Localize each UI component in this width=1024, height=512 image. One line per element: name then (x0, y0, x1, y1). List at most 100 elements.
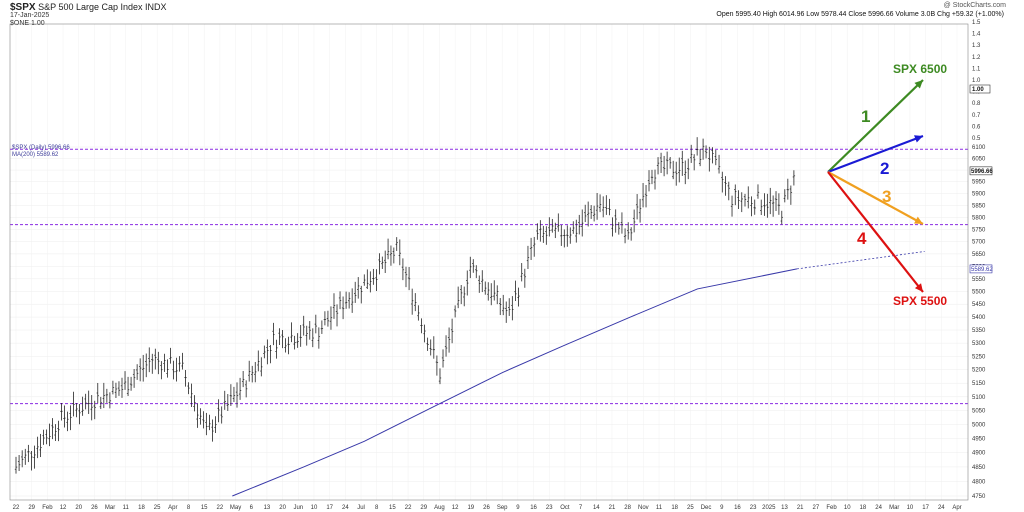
path-2-arrow-head (914, 135, 923, 143)
price-tick-label: 5250 (972, 354, 986, 360)
price-tick-label: 4800 (972, 479, 986, 485)
x-tick-label: Jun (293, 505, 303, 511)
price-tick-label: 5950 (972, 180, 986, 186)
path-4-arrow (827, 171, 924, 293)
x-tick-label: Mar (105, 505, 115, 511)
price-tick-label: 5400 (972, 315, 986, 321)
x-tick-label: Oct (560, 505, 570, 511)
price-legend: $SPX (Daily) 5996.66 (12, 145, 70, 151)
ma200-line (232, 268, 798, 497)
x-tick-label: Jul (357, 505, 365, 511)
x-tick-label: Apr (952, 505, 961, 511)
x-tick-label: 12 (452, 505, 459, 511)
x-tick-label: 18 (138, 505, 145, 511)
x-tick-label: 25 (687, 505, 694, 511)
price-tick-label: 6100 (972, 145, 986, 151)
x-tick-label: Dec (701, 505, 712, 511)
x-tick-label: 20 (75, 505, 82, 511)
x-tick-label: 19 (467, 505, 474, 511)
one-tick-label: 0.5 (972, 136, 981, 142)
x-tick-label: Aug (434, 505, 445, 511)
x-tick-label: 13 (264, 505, 271, 511)
x-tick-label: 8 (375, 505, 379, 511)
x-tick-label: 18 (860, 505, 867, 511)
x-tick-label: 10 (311, 505, 318, 511)
path-1-arrow-head (914, 80, 923, 89)
price-tick-label: 5700 (972, 240, 986, 246)
one-legend: $ONE 1.00 (10, 20, 45, 27)
last-price-box (969, 166, 993, 176)
x-tick-label: 23 (750, 505, 757, 511)
x-tick-label: 17 (326, 505, 333, 511)
price-tick-label: 4750 (972, 494, 986, 500)
x-tick-label: 21 (609, 505, 616, 511)
x-tick-label: 12 (60, 505, 67, 511)
one-tick-label: 0.8 (972, 101, 981, 107)
price-tick-label: 5850 (972, 203, 986, 209)
x-tick-label: 20 (279, 505, 286, 511)
one-tick-label: 1.2 (972, 55, 981, 61)
price-tick-label: 5350 (972, 328, 986, 334)
price-tick-label: 5100 (972, 395, 986, 401)
x-tick-label: 24 (938, 505, 945, 511)
ma200-extension (796, 251, 925, 270)
path-label-1: 1 (861, 107, 870, 126)
symbol: $SPX (10, 2, 36, 13)
path-4-arrow-head (914, 283, 923, 292)
x-tick-label: Feb (42, 505, 53, 511)
one-tick-label: 0.7 (972, 113, 981, 119)
last-price-label: 5996.66 (971, 169, 993, 175)
exchange: INDX (145, 2, 167, 12)
x-tick-label: Feb (826, 505, 837, 511)
x-tick-label: 24 (875, 505, 882, 511)
one-value-box (969, 84, 991, 94)
x-tick-label: 15 (201, 505, 208, 511)
x-tick-label: Apr (168, 505, 177, 511)
x-tick-label: 9 (516, 505, 520, 511)
x-tick-label: Nov (638, 505, 649, 511)
price-tick-label: 5750 (972, 227, 986, 233)
x-tick-label: Mar (889, 505, 899, 511)
ma-value-label: 5589.62 (971, 267, 993, 273)
price-tick-label: 5300 (972, 341, 986, 347)
ma-legend: MA(200) 5589.62 (12, 152, 59, 158)
price-tick-label: 5650 (972, 252, 986, 258)
path-1-arrow (827, 79, 924, 173)
x-tick-label: 13 (781, 505, 788, 511)
x-tick-label: May (230, 505, 241, 511)
x-tick-label: 6 (250, 505, 254, 511)
x-tick-label: 14 (593, 505, 600, 511)
x-tick-label: 25 (154, 505, 161, 511)
path-2-arrow (827, 134, 924, 174)
one-tick-label: 1.1 (972, 66, 981, 72)
one-tick-label: 1.4 (972, 32, 981, 38)
x-tick-label: 26 (91, 505, 98, 511)
x-tick-label: 18 (671, 505, 678, 511)
x-tick-label: 26 (483, 505, 490, 511)
price-tick-label: 6050 (972, 156, 986, 162)
price-tick-label: 5500 (972, 289, 986, 295)
path-label-4: 4 (857, 229, 867, 248)
x-tick-label: 15 (389, 505, 396, 511)
x-tick-label: 11 (656, 505, 663, 511)
x-tick-label: 23 (546, 505, 553, 511)
path-label-2: 2 (880, 159, 889, 178)
x-tick-label: 2025 (762, 505, 776, 511)
ma-value-box (969, 264, 993, 274)
x-tick-label: 8 (187, 505, 191, 511)
x-tick-label: 7 (579, 505, 583, 511)
index-name: S&P 500 Large Cap Index (38, 2, 143, 12)
chart-date: 17-Jan-2025 (10, 12, 50, 19)
x-tick-label: 29 (28, 505, 35, 511)
target-low-label: SPX 5500 (893, 294, 947, 308)
target-high-label: SPX 6500 (893, 62, 947, 76)
price-tick-label: 4850 (972, 465, 986, 471)
price-tick-label: 4950 (972, 436, 986, 442)
x-tick-label: 28 (624, 505, 631, 511)
x-tick-label: 27 (813, 505, 820, 511)
one-tick-label: 1.0 (972, 78, 981, 84)
price-tick-label: 5050 (972, 409, 986, 415)
brand-label: @ StockCharts.com (943, 2, 1006, 9)
